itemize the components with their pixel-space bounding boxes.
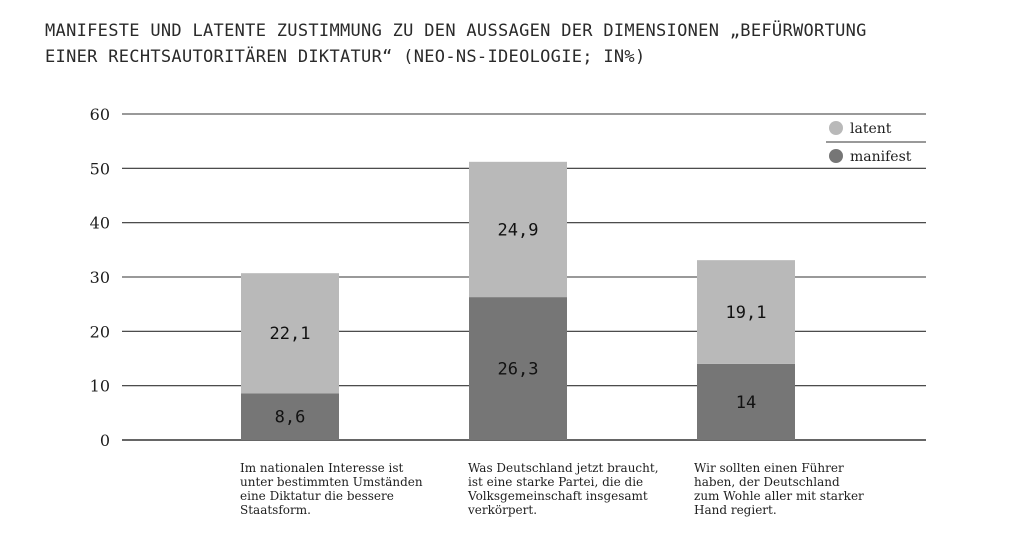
y-tick-label: 30 [90, 268, 110, 287]
chart-title-line-1: MANIFESTE UND LATENTE ZUSTIMMUNG ZU DEN … [45, 21, 867, 41]
bar-manifest [697, 363, 795, 440]
y-tick-label: 40 [90, 214, 110, 233]
legend-swatch-manifest [829, 149, 843, 163]
chart-title: MANIFESTE UND LATENTE ZUSTIMMUNG ZU DEN … [45, 18, 1005, 70]
y-tick-label: 50 [90, 159, 110, 178]
x-category-label-line: Volksgemeinschaft insgesamt [468, 489, 648, 503]
chart-title-line-2: EINER RECHTSAUTORITÄREN DIKTATUR“ (NEO-N… [45, 47, 646, 67]
y-tick-label: 0 [100, 431, 110, 450]
x-category-label-line: Wir sollten einen Führer [694, 461, 844, 475]
y-tick-label: 10 [90, 377, 110, 396]
bar-manifest [469, 297, 567, 440]
bar-latent [697, 260, 795, 364]
data-label-latent: 19,1 [726, 303, 767, 323]
data-label-latent: 24,9 [498, 220, 539, 240]
x-category-label-line: Hand regiert. [694, 503, 777, 517]
data-label-manifest: 14 [736, 393, 756, 413]
x-category-label-line: Was Deutschland jetzt braucht, [468, 461, 659, 475]
legend-swatch-latent [829, 121, 843, 135]
data-label-manifest: 8,6 [275, 408, 306, 428]
bar-latent [241, 273, 339, 394]
legend-label-latent: latent [850, 121, 892, 137]
bar-manifest [241, 393, 339, 440]
y-tick-label: 20 [90, 322, 110, 341]
x-category-label-line: ist eine starke Partei, die die [468, 475, 644, 489]
data-label-latent: 22,1 [270, 324, 311, 344]
x-category-label-line: verkörpert. [468, 503, 538, 517]
x-category-label-line: haben, der Deutschland [694, 475, 840, 489]
data-label-manifest: 26,3 [498, 360, 539, 380]
legend-label-manifest: manifest [850, 149, 912, 165]
bar-latent [469, 161, 567, 298]
x-category-label: Im nationalen Interesse ist unter bestimm… [240, 461, 440, 517]
x-category-label-line: unter bestimmten Umständen [240, 475, 423, 489]
x-category-label-line: Im nationalen Interesse ist [240, 461, 404, 475]
y-tick-label: 60 [90, 105, 110, 124]
x-category-label: Wir sollten einen Führer haben, der Deuts… [694, 461, 894, 517]
x-category-label: Was Deutschland jetzt braucht, ist eine s… [468, 461, 668, 517]
x-category-label-line: Staatsform. [240, 503, 311, 517]
x-category-label-line: eine Diktatur die bessere [240, 489, 394, 503]
x-category-label-line: zum Wohle aller mit starker [694, 489, 864, 503]
